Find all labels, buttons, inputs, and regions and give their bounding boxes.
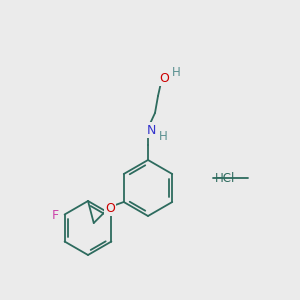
Text: H: H (172, 67, 180, 80)
Text: O: O (159, 71, 169, 85)
Text: O: O (105, 202, 115, 214)
Text: N: N (146, 124, 156, 136)
Text: H: H (159, 130, 167, 142)
Text: F: F (52, 209, 59, 222)
Text: HCl: HCl (215, 172, 236, 184)
